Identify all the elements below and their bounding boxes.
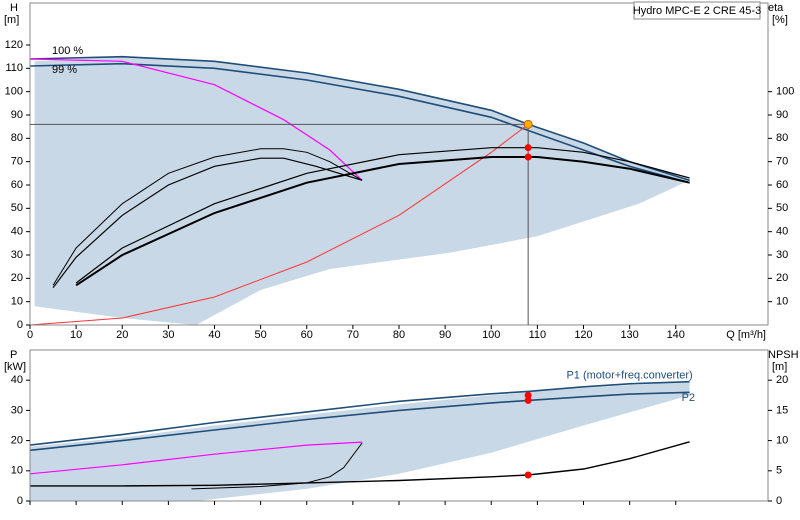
operating-range [30,381,690,501]
y2-tick-label: 50 [776,202,788,214]
y2-tick-label: 90 [776,109,788,121]
duty-point [524,391,532,399]
duty-point [524,153,532,161]
y2-tick-label: 10 [776,435,788,447]
x-tick-label: 0 [27,329,33,341]
curve [29,380,690,446]
x-tick-label: 70 [347,329,359,341]
x-axis-label: Q [m³/h] [726,329,766,341]
y2-axis-label: NPSH [768,349,799,361]
x-tick-label: 10 [70,329,82,341]
x-tick-label: 110 [529,329,547,341]
y-tick-label: 0 [17,495,23,507]
y2-tick-label: 100 [776,86,794,98]
duty-point [524,144,532,152]
x-tick-label: 100 [482,329,500,341]
x-tick-label: 50 [255,329,267,341]
duty-point [524,471,532,479]
y-axis-label: P [10,349,17,361]
y-tick-label: 40 [11,226,23,238]
y2-tick-label: 80 [776,132,788,144]
curve [29,123,529,326]
y-tick-label: 20 [11,435,23,447]
y-tick-label: 30 [11,249,23,261]
y-tick-label: 110 [5,62,23,74]
x-tick-label: 120 [574,329,592,341]
operating-point [523,119,533,129]
y-tick-label: 20 [11,272,23,284]
y-tick-label: 70 [11,156,23,168]
title-box [633,1,761,20]
y-tick-label: 100 [5,86,23,98]
y2-axis-unit: [m] [772,361,787,373]
x-tick-label: 40 [208,329,220,341]
y-tick-label: 50 [11,202,23,214]
y2-tick-label: 10 [776,296,788,308]
y2-tick-label: 40 [776,226,788,238]
y2-tick-label: 15 [776,404,788,416]
y-tick-label: 120 [5,39,23,51]
y-tick-label: 10 [11,465,23,477]
y2-tick-label: 0 [776,495,782,507]
y2-tick-label: 20 [776,374,788,386]
curve [191,442,363,490]
y2-tick-label: 5 [776,465,782,477]
y-tick-label: 60 [11,179,23,191]
curve [29,441,363,475]
curve [29,58,363,181]
duty-point [524,396,532,404]
y-tick-label: 30 [11,404,23,416]
y2-axis-unit: [%] [772,14,788,26]
y-axis-unit: [kW] [4,361,26,373]
x-tick-label: 140 [667,329,685,341]
chart-title: Hydro MPC-E 2 CRE 45-3 [633,5,761,17]
y-tick-label: 10 [11,296,23,308]
legend-label: P2 [682,392,695,404]
curve [29,391,690,452]
curve [29,55,690,182]
x-tick-label: 80 [393,329,405,341]
curve-label: 100 % [52,45,83,57]
curve-label: 99 % [52,64,77,76]
y2-tick-label: 70 [776,156,788,168]
y-tick-label: 80 [11,132,23,144]
curve [29,62,690,184]
x-tick-label: 30 [162,329,174,341]
y-axis-unit: [m] [4,14,19,26]
y2-tick-label: 30 [776,249,788,261]
y2-tick-label: 60 [776,179,788,191]
y-tick-label: 40 [11,374,23,386]
x-tick-label: 60 [301,329,313,341]
x-tick-label: 90 [439,329,451,341]
y-tick-label: 90 [11,109,23,121]
curve [30,441,690,487]
legend-label: P1 (motor+freq.converter) [566,370,692,382]
x-tick-label: 20 [116,329,128,341]
curve [52,157,363,289]
y2-tick-label: 20 [776,272,788,284]
y2-axis-label: eta [768,2,784,14]
x-tick-label: 130 [620,329,638,341]
curve [52,148,363,286]
y-tick-label: 0 [17,319,23,331]
curve [75,147,690,284]
y-axis-label: H [10,2,18,14]
curve [75,156,690,287]
